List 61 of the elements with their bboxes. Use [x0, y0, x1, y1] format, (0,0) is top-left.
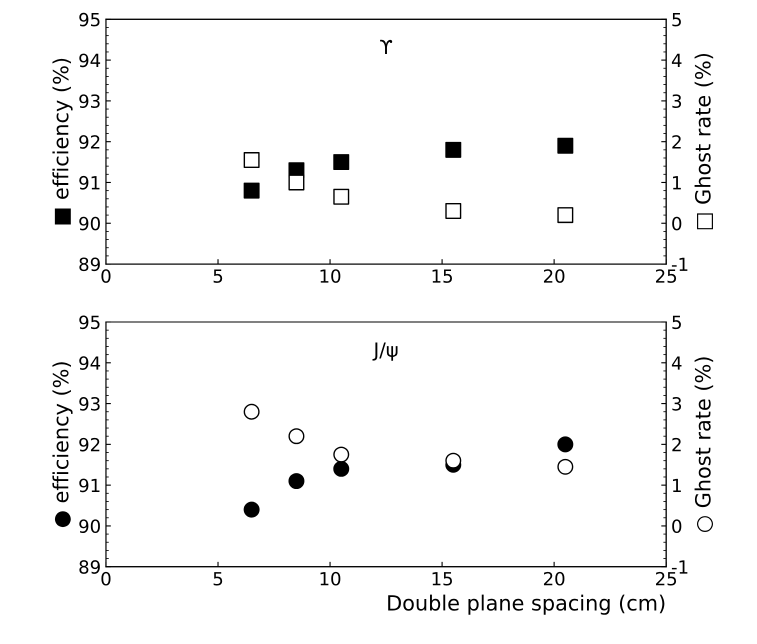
- y-tick-label: 89: [79, 560, 100, 574]
- point: [288, 473, 304, 490]
- y2-tick-label: 4: [672, 54, 682, 67]
- x-tick-label: 25: [656, 572, 676, 586]
- y-tick-label: 91: [79, 478, 100, 492]
- y2-tick-label: 5: [672, 13, 681, 26]
- y-tick-label: 90: [79, 519, 100, 534]
- point: [557, 138, 574, 154]
- x-tick-label: 20: [544, 572, 564, 586]
- point: [557, 436, 574, 452]
- point: [333, 460, 350, 477]
- y2-tick-label: -1: [672, 560, 688, 574]
- y2-tick-label: -1: [672, 258, 688, 271]
- y-tick-label: 94: [79, 54, 100, 68]
- y2-tick-label: 5: [672, 316, 681, 330]
- point: [333, 154, 350, 170]
- x-tick-label: 0: [101, 572, 111, 586]
- point: [333, 188, 350, 205]
- text: J/ψ: [372, 342, 398, 361]
- x-tick-label: 15: [432, 269, 452, 283]
- y-tick-label: 90: [79, 216, 100, 230]
- point: [244, 502, 260, 518]
- y2-tick-label: 1: [673, 176, 681, 190]
- x-tick-label: 15: [432, 572, 452, 586]
- point: [445, 203, 462, 219]
- y2-tick-label: 4: [672, 356, 682, 370]
- point: [244, 182, 260, 199]
- point: [244, 152, 260, 168]
- y-axis-title: ● efficiency (%): [52, 362, 73, 528]
- x-tick-label: 0: [101, 269, 111, 283]
- y-tick-label: 95: [79, 12, 100, 26]
- y-tick-label: 93: [79, 94, 100, 108]
- x-tick-label: 25: [656, 269, 676, 283]
- y2-axis-title: ○ Ghost rate (%): [694, 357, 714, 532]
- x-tick-label: 10: [320, 269, 340, 283]
- y2-tick-label: 2: [672, 438, 681, 452]
- y-tick-label: 89: [79, 258, 100, 272]
- y-tick-label: 95: [79, 315, 100, 330]
- x-tick-label: 20: [544, 269, 564, 283]
- x-axis-title: Double plane spacing (cm): [388, 594, 664, 615]
- y-tick-label: 91: [79, 176, 100, 190]
- point: [557, 207, 574, 224]
- x-tick-label: 5: [214, 269, 222, 283]
- text: ϒ: [380, 40, 392, 54]
- x-tick-label: 5: [214, 572, 222, 586]
- point: [288, 174, 304, 190]
- y-tick-label: 92: [79, 135, 100, 149]
- point: [445, 452, 462, 469]
- y2-tick-label: 0: [672, 519, 682, 534]
- y2-tick-label: 3: [672, 397, 682, 411]
- y-tick-label: 92: [79, 438, 100, 452]
- point: [445, 142, 462, 158]
- y-tick-label: 93: [79, 397, 100, 411]
- x-tick-label: 10: [320, 572, 340, 586]
- y2-axis-title: □ Ghost rate (%): [694, 54, 714, 230]
- y-tick-label: 94: [79, 356, 100, 370]
- y2-tick-label: 3: [672, 94, 682, 108]
- y2-tick-label: 2: [672, 135, 681, 149]
- y2-tick-label: 1: [673, 478, 681, 492]
- y2-tick-label: 0: [672, 216, 682, 230]
- y-axis-title: ■ efficiency (%): [52, 58, 73, 224]
